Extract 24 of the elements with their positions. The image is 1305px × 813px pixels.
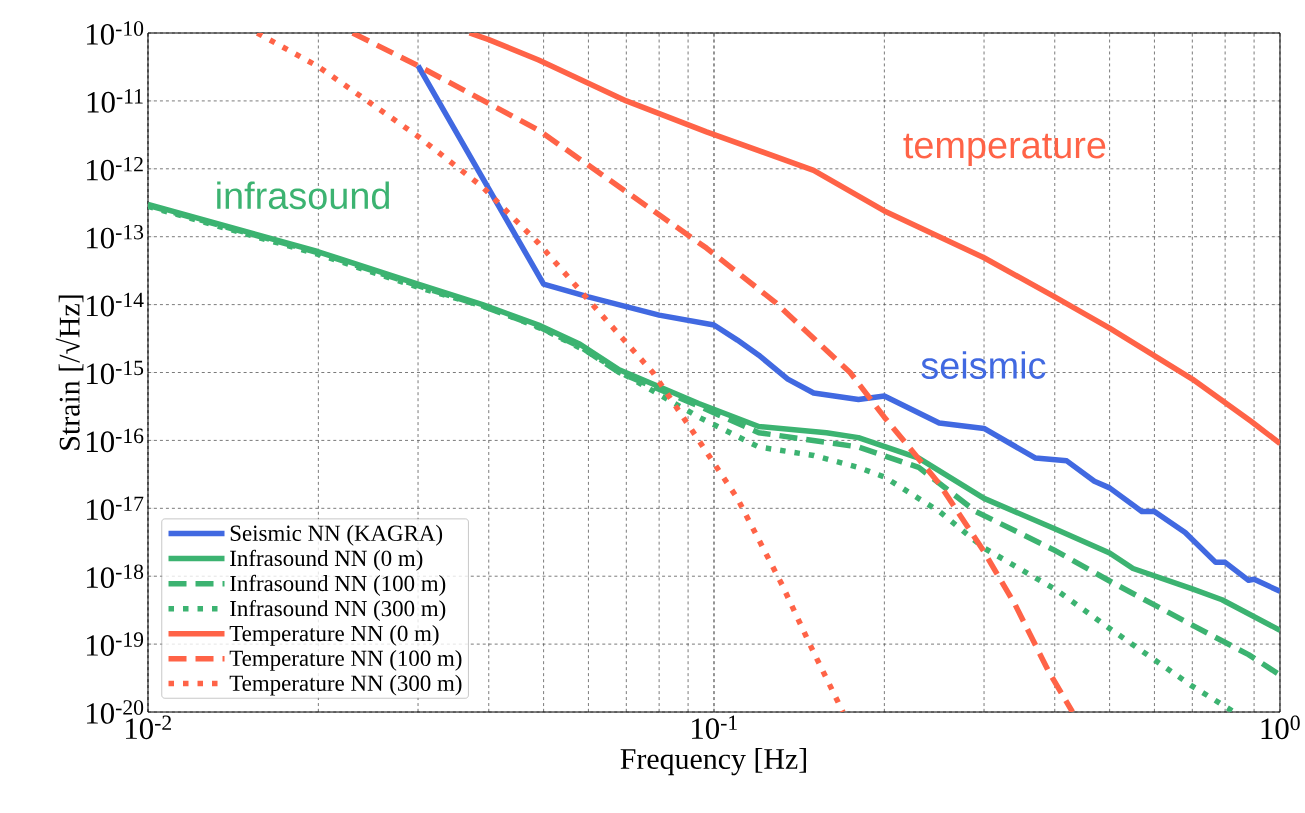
y-tick-label: 10$^{-11}$ bbox=[87, 89, 143, 113]
legend-label: Temperature NN (300 m) bbox=[229, 674, 462, 696]
y-tick-label: 10$^{-19}$ bbox=[86, 632, 144, 656]
legend-label: Temperature NN (0 m) bbox=[229, 625, 439, 646]
x-axis-title: Frequency [Hz] bbox=[620, 748, 806, 776]
x-tick-label: 10$^{-1}$ bbox=[692, 715, 737, 740]
y-tick-label: 10$^{-10}$ bbox=[86, 21, 144, 45]
y-tick-label: 10$^{-14}$ bbox=[86, 292, 144, 317]
annotation: seismic bbox=[921, 351, 1046, 379]
legend-label: Temperature NN (100 m) bbox=[229, 649, 462, 671]
y-tick-label: 10$^{-12}$ bbox=[86, 157, 143, 181]
y-axis-title: Strain [/√Hz] bbox=[55, 295, 84, 450]
legend-label: Seismic NN (KAGRA) bbox=[230, 524, 443, 546]
y-tick-label: 10$^{-18}$ bbox=[86, 564, 144, 589]
legend-label: Infrasound NN (100 m) bbox=[230, 574, 446, 596]
legend-label: Infrasound NN (0 m) bbox=[230, 549, 423, 571]
y-tick-label: 10$^{-16}$ bbox=[86, 428, 144, 453]
legend-label: Infrasound NN (300 m) bbox=[230, 599, 446, 621]
y-tick-label: 10$^{-13}$ bbox=[86, 224, 144, 249]
y-tick-label: 10$^{-17}$ bbox=[86, 496, 144, 521]
y-tick-label: 10$^{-15}$ bbox=[86, 360, 144, 385]
x-tick-label: 10$^{0}$ bbox=[1261, 715, 1300, 740]
annotation: temperature bbox=[903, 133, 1106, 166]
annotation: infrasound bbox=[217, 181, 389, 210]
